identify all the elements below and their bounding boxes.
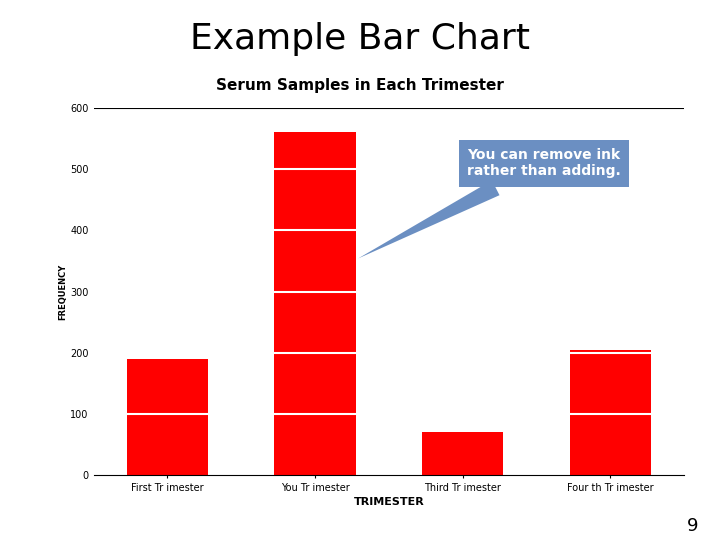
Text: You can remove ink
rather than adding.: You can remove ink rather than adding.	[358, 148, 621, 259]
Text: Serum Samples in Each Trimester: Serum Samples in Each Trimester	[216, 78, 504, 93]
Text: 9: 9	[687, 517, 698, 535]
Bar	[570, 350, 651, 475]
Bar	[127, 359, 208, 475]
Text: Example Bar Chart: Example Bar Chart	[190, 22, 530, 56]
Bar	[422, 433, 503, 475]
Y-axis label: FREQUENCY: FREQUENCY	[58, 264, 68, 320]
Bar	[274, 132, 356, 475]
X-axis label: TRIMESTER: TRIMESTER	[354, 497, 424, 507]
